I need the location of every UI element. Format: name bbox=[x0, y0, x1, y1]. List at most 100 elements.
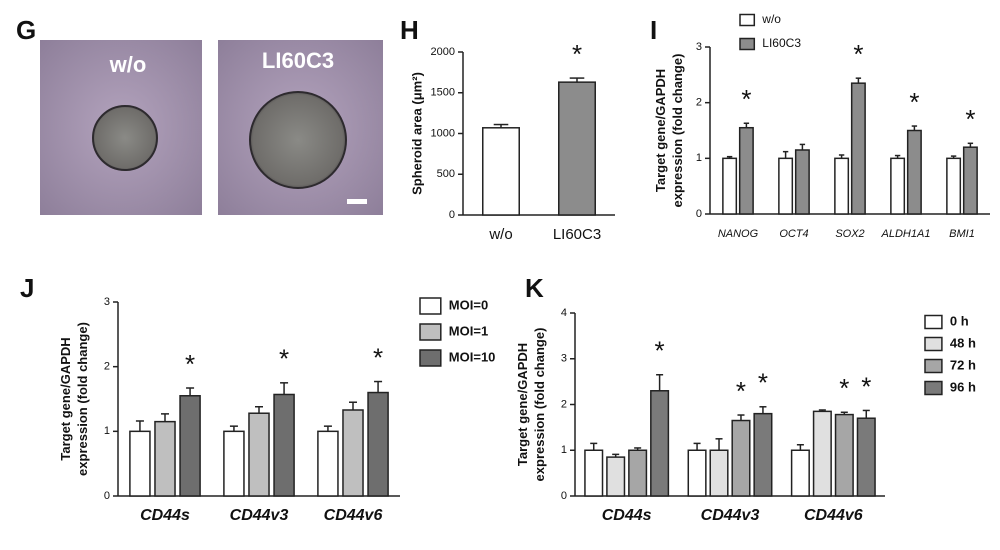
significance-star: * bbox=[839, 373, 849, 403]
legend-swatch bbox=[739, 37, 756, 51]
bar bbox=[812, 410, 832, 497]
legend-swatch bbox=[924, 314, 943, 330]
y-axis-label: expression (fold change) bbox=[670, 54, 685, 208]
legend-label: 96 h bbox=[950, 379, 976, 394]
y-tick-label: 3 bbox=[561, 353, 567, 365]
y-tick-label: 2 bbox=[696, 97, 702, 109]
bar bbox=[834, 413, 854, 497]
bar bbox=[856, 417, 876, 497]
x-tick-label: NANOG bbox=[718, 228, 759, 240]
x-tick-label: SOX2 bbox=[835, 228, 864, 240]
bar bbox=[906, 129, 922, 215]
y-tick-label: 0 bbox=[561, 490, 567, 502]
bar bbox=[248, 412, 270, 497]
bar bbox=[834, 157, 850, 215]
x-tick-label: CD44s bbox=[140, 507, 190, 524]
y-axis-label: expression (fold change) bbox=[75, 322, 90, 476]
bar bbox=[317, 430, 339, 497]
y-tick-label: 1 bbox=[561, 444, 567, 456]
bar bbox=[722, 157, 738, 215]
significance-star: * bbox=[373, 342, 383, 372]
bar bbox=[790, 449, 810, 497]
y-axis-label: Spheroid area (μm²) bbox=[409, 72, 424, 195]
panel-label: K bbox=[525, 273, 544, 303]
y-tick-label: 4 bbox=[561, 307, 567, 319]
legend-swatch bbox=[924, 358, 943, 374]
bar bbox=[794, 149, 810, 215]
bar bbox=[738, 126, 754, 215]
bar bbox=[650, 390, 670, 497]
panel-label: I bbox=[650, 15, 657, 45]
legend-swatch bbox=[739, 13, 756, 27]
legend-label: MOI=0 bbox=[449, 297, 488, 312]
bar bbox=[367, 391, 389, 497]
y-tick-label: 2 bbox=[104, 361, 110, 373]
legend-swatch bbox=[419, 297, 442, 315]
significance-star: * bbox=[279, 344, 289, 374]
y-axis-label: Target gene/GAPDH bbox=[653, 69, 668, 192]
y-tick-label: 3 bbox=[104, 296, 110, 308]
significance-star: * bbox=[853, 39, 863, 69]
legend-label: 72 h bbox=[950, 357, 976, 372]
x-tick-label: CD44v3 bbox=[701, 507, 760, 524]
y-tick-label: 1000 bbox=[431, 127, 455, 139]
bar bbox=[606, 456, 626, 497]
bar bbox=[890, 157, 906, 215]
panel-label: J bbox=[20, 273, 34, 303]
bar bbox=[129, 430, 151, 497]
bar bbox=[584, 449, 604, 497]
significance-star: * bbox=[655, 336, 665, 366]
y-tick-label: 1 bbox=[696, 152, 702, 164]
x-tick-label: w/o bbox=[488, 226, 512, 243]
bar bbox=[154, 420, 176, 497]
panel-label: G bbox=[16, 15, 36, 45]
legend-label: MOI=1 bbox=[449, 323, 488, 338]
y-tick-label: 1 bbox=[104, 425, 110, 437]
legend-label: 48 h bbox=[950, 335, 976, 350]
bar bbox=[179, 395, 201, 497]
y-tick-label: 3 bbox=[696, 41, 702, 53]
bar bbox=[731, 419, 751, 497]
y-axis-label: Target gene/GAPDH bbox=[58, 337, 73, 460]
y-tick-label: 2000 bbox=[431, 46, 455, 58]
bar bbox=[482, 127, 520, 216]
bar bbox=[342, 409, 364, 497]
bar bbox=[709, 449, 729, 497]
bar bbox=[962, 146, 978, 215]
image-label: LI60C3 bbox=[262, 48, 334, 73]
legend-swatch bbox=[419, 349, 442, 367]
y-tick-label: 0 bbox=[696, 208, 702, 220]
significance-star: * bbox=[185, 349, 195, 379]
bar bbox=[753, 412, 773, 497]
x-tick-label: CD44v6 bbox=[324, 507, 383, 524]
significance-star: * bbox=[861, 371, 871, 401]
panel-label: H bbox=[400, 15, 419, 45]
legend-swatch bbox=[924, 336, 943, 352]
x-tick-label: CD44s bbox=[602, 507, 652, 524]
x-tick-label: BMI1 bbox=[949, 228, 975, 240]
significance-star: * bbox=[965, 104, 975, 134]
y-tick-label: 500 bbox=[437, 168, 455, 180]
x-tick-label: LI60C3 bbox=[553, 226, 601, 243]
legend-label: MOI=10 bbox=[449, 349, 496, 364]
image-label: w/o bbox=[109, 52, 147, 77]
x-tick-label: CD44v6 bbox=[804, 507, 863, 524]
bar bbox=[628, 449, 648, 497]
y-tick-label: 0 bbox=[104, 490, 110, 502]
legend-label: LI60C3 bbox=[762, 36, 801, 50]
significance-star: * bbox=[909, 87, 919, 117]
scale-bar bbox=[347, 199, 367, 204]
y-tick-label: 2 bbox=[561, 398, 567, 410]
legend-swatch bbox=[924, 380, 943, 396]
significance-star: * bbox=[572, 39, 582, 69]
significance-star: * bbox=[736, 376, 746, 406]
bar bbox=[273, 393, 295, 497]
bar bbox=[223, 430, 245, 497]
bar bbox=[778, 157, 794, 215]
panel-g: G w/o LI60C3 bbox=[16, 15, 383, 215]
legend-label: w/o bbox=[761, 12, 781, 26]
bar bbox=[558, 81, 596, 216]
x-tick-label: ALDH1A1 bbox=[881, 228, 931, 240]
y-tick-label: 0 bbox=[449, 209, 455, 221]
y-axis-label: Target gene/GAPDH bbox=[515, 343, 530, 466]
